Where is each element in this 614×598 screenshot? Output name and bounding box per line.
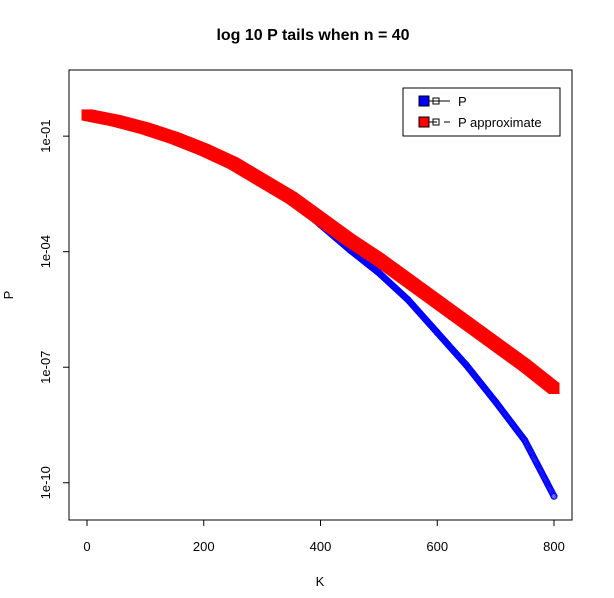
x-tick-label: 0	[83, 539, 90, 554]
y-tick-label: 1e-07	[38, 351, 53, 384]
series-p-approximate	[81, 109, 560, 394]
interpolated-point	[550, 492, 558, 500]
y-axis-label: P	[1, 291, 16, 300]
y-tick-label: 1e-04	[38, 235, 53, 268]
plot-frame	[68, 69, 573, 521]
interpolated-point	[548, 382, 560, 394]
x-axis-label: K	[316, 574, 325, 589]
legend-label-p: P	[458, 94, 467, 109]
legend-swatch-p-approximate	[418, 116, 430, 128]
y-tick-label: 1e-10	[38, 466, 53, 499]
x-tick-label: 600	[426, 539, 448, 554]
series-layer	[81, 109, 560, 500]
legend-marker-p	[432, 97, 440, 105]
y-axis: 1e-01 1e-04 1e-07 1e-10	[38, 120, 70, 499]
legend-swatch-p	[418, 95, 430, 107]
x-axis: 0 200 400 600 800	[83, 519, 565, 554]
x-tick-label: 400	[310, 539, 332, 554]
chart-title: log 10 P tails when n = 40	[216, 27, 409, 44]
legend: P P approximate	[402, 87, 561, 137]
x-tick-label: 800	[543, 539, 565, 554]
y-tick-label: 1e-01	[38, 120, 53, 153]
x-tick-label: 200	[193, 539, 215, 554]
legend-marker-p-approximate	[432, 118, 440, 126]
legend-label-p-approximate: P approximate	[458, 115, 542, 130]
interpolated-point	[550, 491, 557, 499]
series-p	[83, 111, 558, 500]
